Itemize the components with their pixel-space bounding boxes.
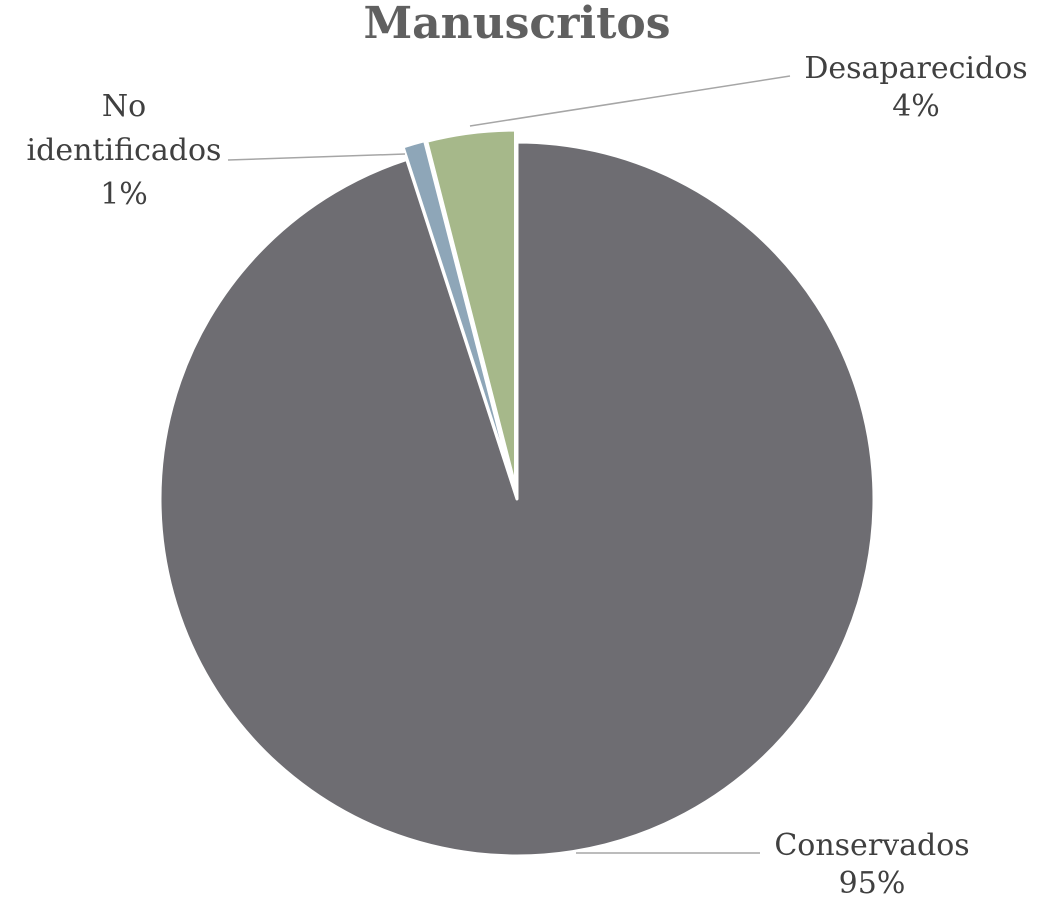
chart-title: Manuscritos: [363, 0, 670, 49]
pie-slice-no-identificados: [401, 139, 515, 489]
leader-lines: [227, 75, 791, 854]
data-label-value: 4%: [892, 89, 940, 124]
data-label-value: 95%: [839, 866, 906, 901]
data-label-category: Desaparecidos: [804, 51, 1027, 86]
data-labels: Conservados 95% No identificados 1% Desaparec…: [27, 51, 1028, 901]
data-label-category: identificados: [27, 133, 222, 168]
data-label-no-identificados: No identificados 1%: [27, 89, 222, 212]
pie-slices: [158, 128, 876, 858]
data-label-conservados: Conservados 95%: [774, 828, 969, 901]
data-label-desaparecidos: Desaparecidos 4%: [804, 51, 1027, 124]
pie-slice-desaparecidos: [425, 128, 517, 489]
pie-slice-conservados: [158, 140, 876, 858]
leader-line: [469, 75, 791, 127]
data-label-value: 1%: [100, 177, 148, 212]
data-label-category: Conservados: [774, 828, 969, 863]
leader-line: [227, 153, 406, 161]
data-label-category: No: [102, 89, 146, 124]
